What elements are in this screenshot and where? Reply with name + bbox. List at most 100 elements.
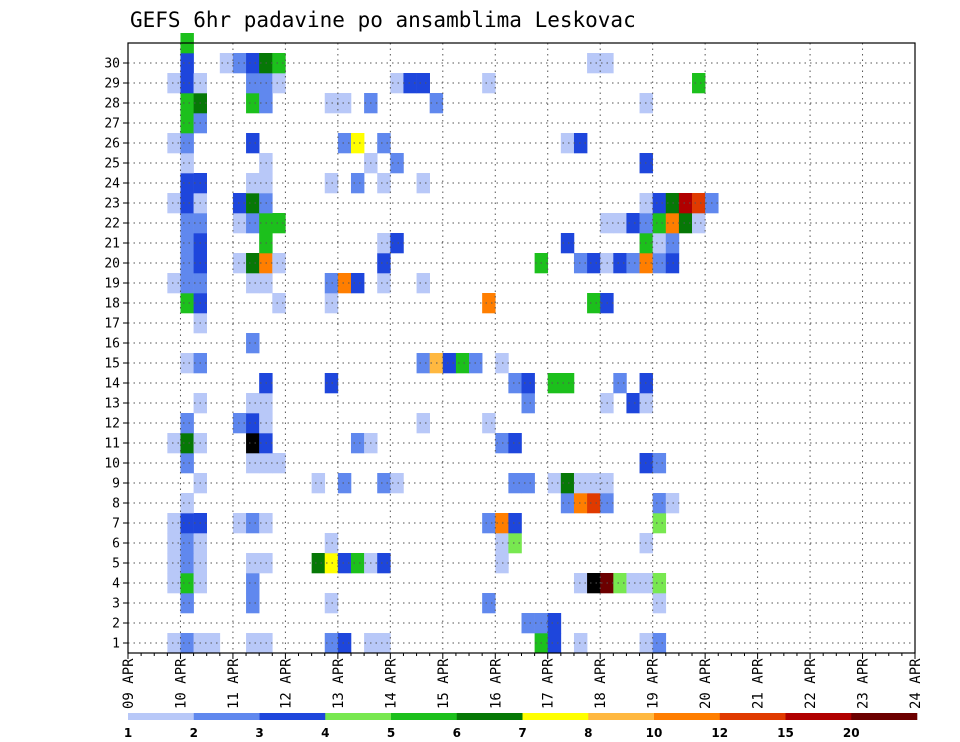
y-tick-label: 22 <box>104 217 120 232</box>
heatmap-cell <box>350 173 365 194</box>
y-tick-label: 26 <box>104 137 120 152</box>
heatmap-cell <box>180 553 194 574</box>
heatmap-cell <box>495 533 509 554</box>
colorbar-swatch <box>851 713 918 720</box>
heatmap-cell <box>678 213 693 234</box>
colorbar-label: 7 <box>518 726 526 740</box>
y-tick-label: 17 <box>104 317 120 332</box>
heatmap-cell <box>350 133 365 154</box>
y-tick-label: 7 <box>112 517 120 532</box>
heatmap-cell <box>246 513 260 534</box>
heatmap-cell <box>665 193 680 214</box>
heatmap-cell <box>337 273 352 294</box>
heatmap-cell <box>560 133 575 154</box>
y-tick-label: 13 <box>104 397 120 412</box>
colorbar-swatch <box>128 713 195 720</box>
heatmap-cell <box>573 573 588 594</box>
y-tick-label: 23 <box>104 197 120 212</box>
heatmap-cell <box>678 193 693 214</box>
heatmap-cell <box>416 273 430 294</box>
heatmap-cell <box>390 153 404 174</box>
heatmap-cell <box>180 193 194 214</box>
colorbar-label: 2 <box>190 726 198 740</box>
heatmap-cell <box>311 473 326 494</box>
heatmap-cell <box>246 633 260 654</box>
heatmap-cell <box>416 413 430 434</box>
heatmap-cell <box>167 533 181 554</box>
colorbar-swatch <box>259 713 326 720</box>
heatmap-cell <box>246 273 260 294</box>
heatmap-cell <box>626 253 640 274</box>
heatmap-cell <box>377 233 391 254</box>
heatmap-cell <box>180 573 194 594</box>
y-tick-label: 1 <box>112 637 120 652</box>
y-tick-label: 6 <box>112 537 120 552</box>
heatmap-cell <box>652 573 667 594</box>
heatmap-cell <box>573 473 588 494</box>
heatmap-cell <box>495 353 509 374</box>
heatmap-cell <box>180 353 194 374</box>
heatmap-cell <box>246 213 260 234</box>
y-tick-label: 24 <box>104 177 120 192</box>
heatmap-cell <box>246 53 260 74</box>
y-tick-label: 19 <box>104 277 120 292</box>
y-tick-label: 30 <box>104 57 120 72</box>
heatmap-cell <box>180 633 194 654</box>
heatmap-cell <box>324 93 339 114</box>
heatmap-cell <box>626 393 640 414</box>
y-tick-label: 20 <box>104 257 120 272</box>
heatmap-cell <box>652 513 667 534</box>
heatmap-cell <box>337 633 352 654</box>
heatmap-cell <box>272 73 286 94</box>
colorbar-swatch <box>719 713 786 720</box>
heatmap-cell <box>272 253 286 274</box>
heatmap-cell <box>652 633 667 654</box>
heatmap-cell <box>587 253 601 274</box>
y-tick-label: 2 <box>112 617 120 632</box>
heatmap-cell <box>180 413 194 434</box>
heatmap-cell <box>180 73 194 94</box>
heatmap-cell <box>167 573 181 594</box>
y-tick-label: 16 <box>104 337 120 352</box>
heatmap-cell <box>180 433 194 454</box>
heatmap-cell <box>272 293 286 314</box>
heatmap-cell <box>180 513 194 534</box>
heatmap-cell <box>482 293 496 314</box>
colorbar-label: 6 <box>453 726 461 740</box>
heatmap-cell <box>390 73 404 94</box>
colorbar-label: 10 <box>646 726 663 740</box>
x-tick-label: 11 APR <box>226 658 242 709</box>
heatmap-cell <box>377 253 391 274</box>
heatmap-cell <box>167 553 181 574</box>
heatmap-cell <box>232 193 247 214</box>
y-tick-label: 27 <box>104 117 120 132</box>
y-tick-label: 14 <box>104 377 120 392</box>
heatmap-cell <box>180 153 194 174</box>
heatmap-cell <box>180 113 194 134</box>
heatmap-cell <box>573 133 588 154</box>
heatmap-cell <box>180 453 194 474</box>
x-tick-label: 15 APR <box>436 658 452 709</box>
x-tick-label: 17 APR <box>541 658 557 709</box>
colorbar-swatch <box>588 713 655 720</box>
heatmap-cell <box>692 73 706 94</box>
heatmap-cell <box>416 353 430 374</box>
y-tick-label: 25 <box>104 157 120 172</box>
heatmap-cell <box>232 53 247 74</box>
x-tick-label: 10 APR <box>173 658 189 709</box>
heatmap-cell <box>246 173 260 194</box>
heatmap-cell <box>350 553 365 574</box>
x-tick-label: 23 APR <box>856 658 872 709</box>
heatmap-cell <box>547 473 562 494</box>
x-tick-label: 16 APR <box>488 658 504 709</box>
heatmap-cell <box>180 533 194 554</box>
colorbar-swatch <box>325 713 392 720</box>
heatmap-cell <box>180 493 194 514</box>
heatmap-cell <box>324 373 339 394</box>
heatmap-cell <box>246 433 260 454</box>
colorbar-swatch <box>785 713 852 720</box>
heatmap-cell <box>167 513 181 534</box>
heatmap-cell <box>180 133 194 154</box>
heatmap-cell <box>324 293 339 314</box>
heatmap-cell <box>587 473 601 494</box>
